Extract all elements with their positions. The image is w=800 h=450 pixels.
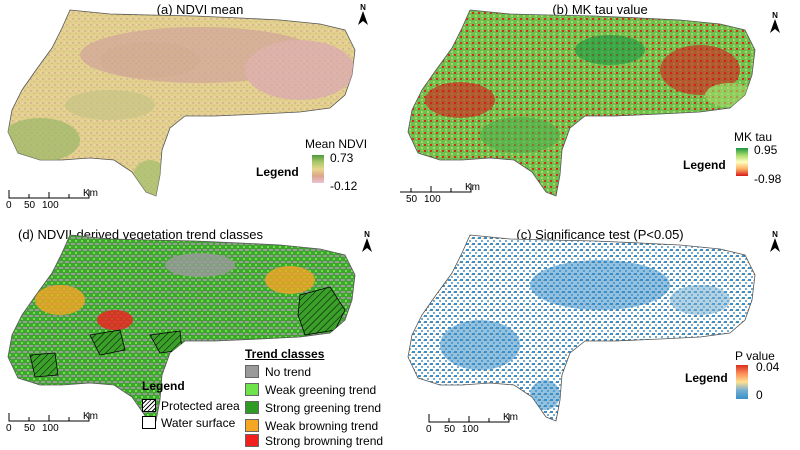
scale-bar: 0 50 100 Km	[400, 182, 500, 208]
trend-swatch	[245, 383, 259, 396]
ramp-max-value: 0.73	[330, 151, 354, 165]
north-arrow-icon: N	[356, 4, 370, 26]
ramp-max-value: 0.04	[756, 360, 780, 374]
trend-class-item: Weak greening trend	[245, 382, 376, 397]
scale-bar: 0 50 100 Km	[6, 411, 98, 434]
trend-swatch	[245, 365, 259, 378]
scale-bar: 0 50 100 Km	[6, 188, 98, 211]
ramp-max-value: 0.95	[754, 143, 778, 157]
ramp-min-value: 0	[756, 388, 763, 402]
color-ramp	[736, 148, 748, 176]
panel-title: (b) MK tau value	[552, 2, 648, 17]
ndvi-mean-map	[7, 9, 356, 197]
north-arrow-icon: N	[360, 231, 374, 253]
north-arrow-icon: N	[768, 231, 782, 253]
trend-class-item: Weak browning trend	[245, 418, 378, 433]
panel-mk-tau: (b) MK tau value N 0 50 100 Km MK	[400, 0, 800, 225]
ramp-title: P value	[735, 349, 775, 363]
panel-trend-classes: (d) NDVII-derived vegetation trend class…	[0, 225, 400, 450]
ramp-min-value: -0.12	[330, 179, 358, 193]
mk-tau-map	[407, 9, 756, 197]
trend-swatch	[245, 401, 259, 414]
water-surface-swatch	[142, 416, 156, 429]
scale-bar: 0 50 100 Km	[426, 412, 518, 435]
north-arrow-icon: N	[768, 12, 782, 34]
trend-class-item: Strong browning trend	[245, 433, 383, 448]
trend-classes-map	[7, 234, 356, 422]
color-ramp	[736, 365, 748, 399]
panel-title: (c) Significance test (P<0.05)	[516, 227, 684, 242]
legend-label: Legend	[683, 158, 726, 172]
panel-title: (a) NDVI mean	[156, 2, 244, 17]
color-ramp	[312, 155, 324, 183]
trend-class-item: No trend	[245, 364, 311, 379]
legend-label: Legend	[256, 165, 299, 179]
trend-class-item: Strong greening trend	[245, 400, 381, 415]
legend-water-surface: Water surface	[142, 415, 235, 430]
trend-swatch	[245, 434, 259, 447]
trend-classes-title: Trend classes	[245, 347, 325, 361]
ramp-title: MK tau	[734, 130, 773, 144]
trend-swatch	[245, 419, 259, 432]
legend-protected-area: Protected area	[142, 398, 240, 413]
protected-area-swatch	[142, 399, 156, 412]
panel-significance-test: (c) Significance test (P<0.05) N 0 50 10…	[400, 225, 800, 450]
panel-ndvi-mean: (a) NDVI mean N 0 50 100 Km	[0, 0, 400, 225]
ramp-min-value: -0.98	[754, 172, 782, 186]
ramp-title: Mean NDVI	[305, 137, 368, 151]
legend-label: Legend	[685, 371, 728, 385]
significance-map	[407, 234, 756, 422]
legend-label: Legend	[142, 379, 185, 393]
